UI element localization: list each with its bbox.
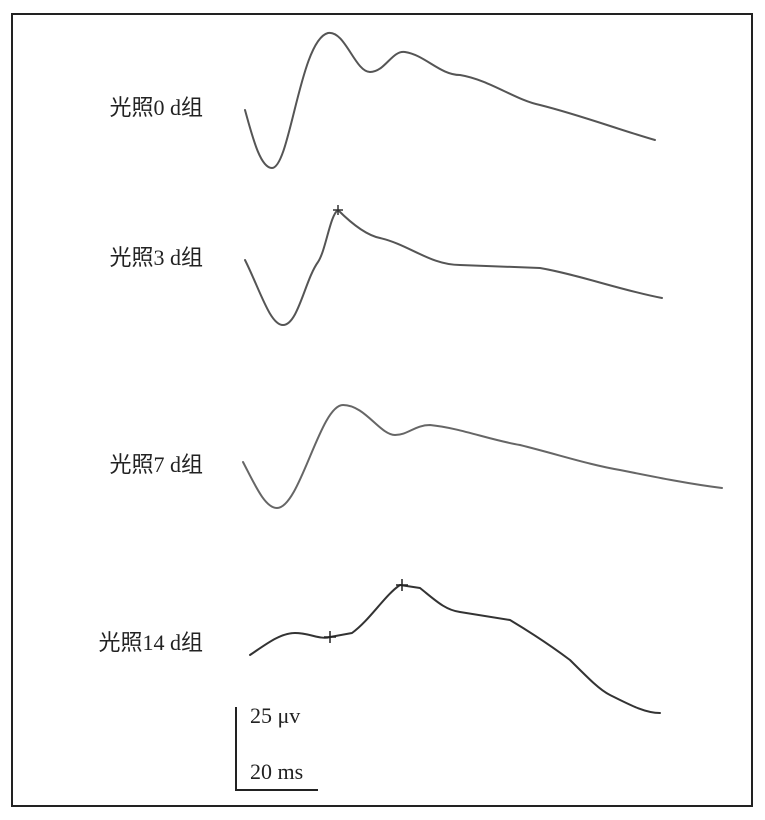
trace-label: 光照14 d组 — [98, 630, 203, 655]
waveform — [242, 404, 723, 509]
scale-time: 20 ms — [250, 759, 303, 784]
waveform — [249, 584, 661, 714]
peak-marker — [324, 579, 408, 643]
peak-marker — [333, 205, 343, 215]
waveform — [244, 31, 656, 169]
scale-amplitude: 25 μv — [250, 703, 300, 728]
waveform — [244, 209, 663, 326]
trace-label: 光照7 d组 — [109, 452, 203, 477]
frame — [11, 13, 753, 807]
trace-label: 光照3 d组 — [109, 245, 203, 270]
trace-label: 光照0 d组 — [109, 95, 203, 120]
